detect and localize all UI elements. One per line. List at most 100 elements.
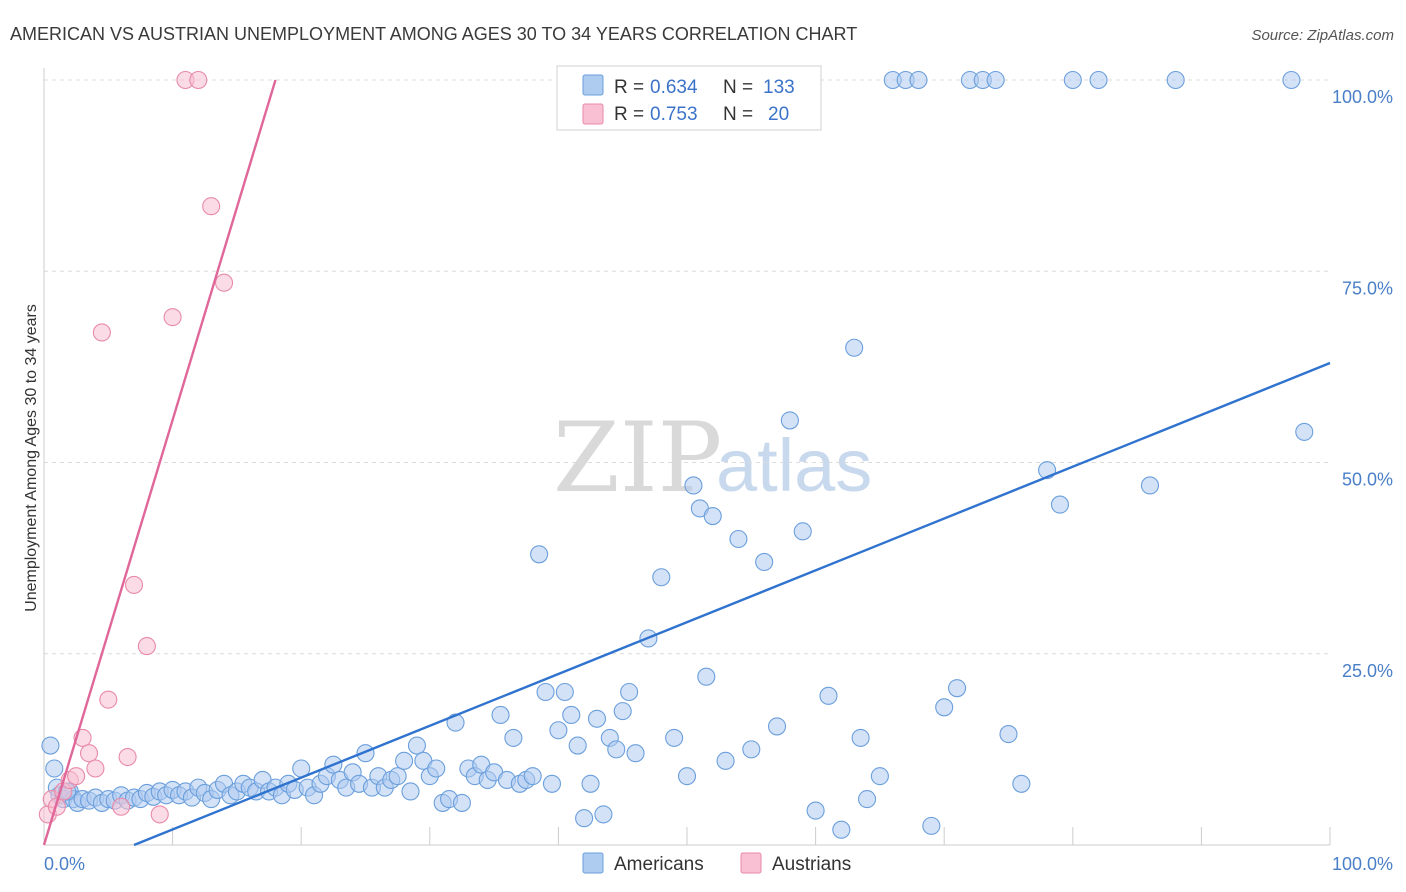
americans-point-96 — [652, 568, 671, 587]
americans-point-116 — [870, 767, 889, 786]
legend-n-value-americans: 133 — [763, 77, 795, 98]
watermark-zip: ZIP — [553, 402, 722, 514]
legend-swatch-americans — [582, 74, 604, 96]
americans-point-101 — [697, 667, 716, 686]
y-tick-label-3: 100.0% — [1332, 87, 1393, 107]
austrians-point-20 — [214, 273, 234, 292]
americans-point-73 — [491, 705, 510, 725]
americans-point-67 — [452, 793, 472, 812]
bottom-legend: Americans Austrians — [582, 852, 851, 875]
americans-point-85 — [568, 736, 587, 755]
americans-point-104 — [729, 529, 748, 549]
americans-point-88 — [587, 709, 607, 728]
y-tick-label-0: 25.0% — [1342, 661, 1393, 681]
austrians-point-16 — [163, 308, 182, 327]
americans-point-132 — [1140, 476, 1160, 495]
austrians-point-14 — [137, 637, 156, 656]
americans-point-109 — [793, 522, 812, 541]
americans-point-91 — [607, 740, 626, 759]
legend-box: R = 0.634 N = 133 R = 0.753 N = 20 — [556, 65, 822, 131]
americans-point-121 — [935, 698, 954, 717]
grid — [44, 79, 1330, 655]
americans-point-125 — [986, 70, 1005, 90]
legend-n-label-americans: N = — [723, 77, 753, 98]
americans-point-79 — [530, 545, 549, 564]
chart-title: AMERICAN VS AUSTRIAN UNEMPLOYMENT AMONG … — [10, 24, 857, 44]
americans-point-135 — [1295, 422, 1314, 441]
bottom-legend-swatch-austrians — [740, 852, 762, 874]
americans-point-83 — [555, 682, 574, 702]
americans-point-108 — [780, 411, 799, 430]
trend-line-americans — [133, 361, 1331, 847]
americans-point-131 — [1089, 70, 1108, 90]
americans-point-84 — [562, 705, 581, 725]
americans-point-103 — [716, 751, 735, 770]
americans-point-115 — [857, 790, 877, 809]
austrians-point-10 — [99, 690, 118, 709]
americans-point-97 — [665, 728, 684, 747]
austrians-point-8 — [86, 759, 105, 778]
americans-point-130 — [1063, 70, 1082, 90]
x-tick-label-1: 100.0% — [1332, 854, 1393, 874]
americans-point-99 — [684, 476, 703, 495]
americans-point-92 — [613, 702, 632, 721]
americans-point-93 — [620, 682, 639, 702]
americans-point-82 — [549, 721, 568, 740]
legend-r-value-americans: 0.634 — [650, 77, 698, 98]
americans-point-59 — [401, 782, 420, 801]
americans-point-60 — [407, 736, 426, 755]
y-tick-label-1: 50.0% — [1342, 470, 1393, 490]
axes — [43, 68, 1331, 846]
legend-n-value-austrians: 20 — [768, 104, 789, 125]
americans-point-98 — [677, 767, 697, 786]
americans-point-106 — [755, 552, 774, 572]
austrians-point-2 — [47, 797, 66, 816]
americans-point-81 — [542, 774, 562, 793]
americans-point-126 — [999, 725, 1018, 744]
y-axis-label: Unemployment Among Ages 30 to 34 years — [23, 304, 40, 612]
americans-point-80 — [536, 682, 555, 702]
americans-point-94 — [626, 744, 645, 763]
americans-point-129 — [1050, 495, 1069, 514]
austrians-point-19 — [202, 197, 221, 216]
americans-point-86 — [575, 809, 594, 828]
watermark-atlas: atlas — [716, 424, 872, 507]
austrians-point-15 — [150, 805, 169, 824]
americans-point-78 — [523, 767, 542, 786]
x-tick-labels: 0.0% 100.0% — [44, 854, 1393, 874]
trend-line-austrians — [42, 79, 277, 846]
americans-point-105 — [742, 740, 761, 759]
austrians-point-13 — [124, 575, 144, 594]
legend-n-label-austrians: N = — [723, 104, 753, 125]
series-austrians — [38, 70, 234, 824]
y-tick-labels: 25.0% 50.0% 75.0% 100.0% — [1332, 87, 1393, 681]
americans-point-127 — [1012, 774, 1031, 793]
americans-point-133 — [1166, 70, 1185, 90]
americans-point-134 — [1282, 70, 1301, 90]
bottom-legend-austrians: Austrians — [772, 854, 851, 875]
americans-point-57 — [388, 767, 407, 786]
americans-point-102 — [703, 506, 722, 526]
austrians-point-12 — [118, 747, 137, 767]
americans-point-122 — [948, 679, 967, 698]
bottom-legend-swatch-americans — [582, 852, 604, 874]
americans-point-120 — [922, 816, 941, 835]
americans-point-113 — [845, 338, 864, 357]
legend-r-label-americans: R = — [614, 77, 644, 98]
bottom-legend-americans: Americans — [614, 854, 704, 875]
americans-point-1 — [45, 759, 64, 778]
americans-point-112 — [832, 820, 851, 839]
chart-source: Source: ZipAtlas.com — [1251, 27, 1394, 44]
americans-point-75 — [504, 728, 523, 747]
austrians-point-18 — [189, 70, 208, 90]
americans-point-119 — [909, 70, 928, 90]
americans-point-107 — [767, 717, 787, 736]
austrians-point-7 — [79, 744, 99, 763]
legend-swatch-austrians — [582, 103, 604, 125]
americans-point-110 — [806, 801, 825, 820]
legend-r-value-austrians: 0.753 — [650, 104, 698, 125]
austrians-point-5 — [67, 767, 86, 786]
legend-r-label-austrians: R = — [614, 104, 644, 125]
americans-point-58 — [395, 751, 414, 770]
